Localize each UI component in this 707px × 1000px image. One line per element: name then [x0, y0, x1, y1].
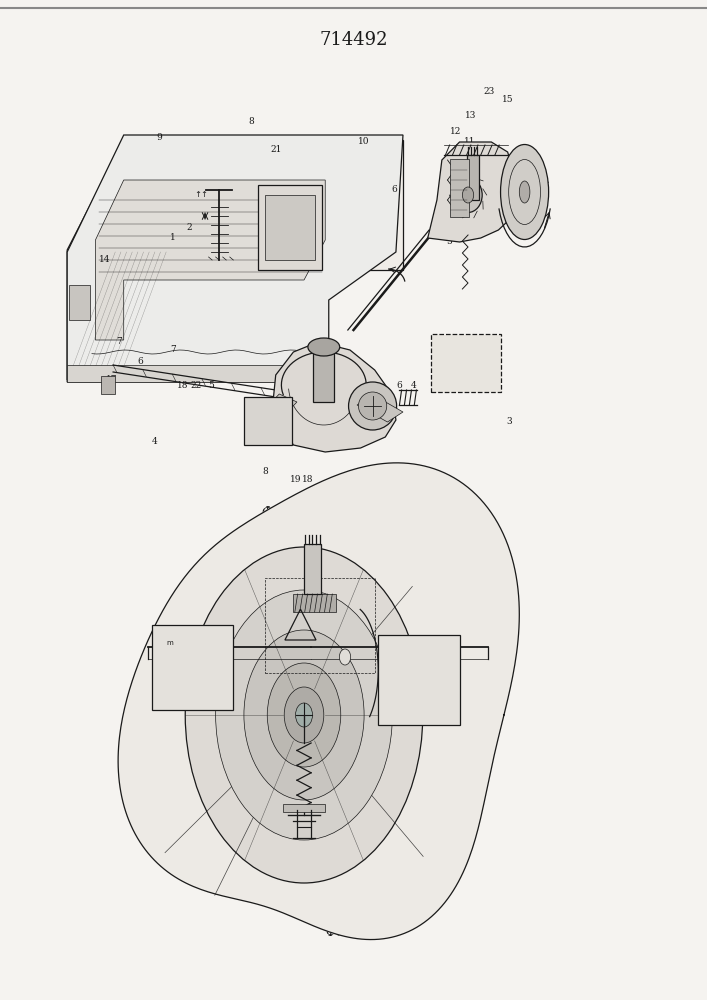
- Polygon shape: [357, 395, 403, 422]
- Text: 24: 24: [366, 482, 377, 490]
- Text: 16: 16: [523, 147, 534, 156]
- Text: Фиг. 1: Фиг. 1: [262, 506, 303, 518]
- Circle shape: [267, 663, 341, 767]
- Text: 7: 7: [116, 338, 122, 347]
- Polygon shape: [272, 342, 396, 452]
- Text: 22: 22: [191, 380, 202, 389]
- Ellipse shape: [454, 178, 482, 213]
- Circle shape: [462, 187, 474, 203]
- Polygon shape: [67, 135, 403, 382]
- Bar: [69, 285, 90, 320]
- Bar: [431, 334, 501, 392]
- Text: 12: 12: [450, 127, 462, 136]
- Bar: [467, 155, 479, 200]
- Text: 2: 2: [337, 388, 342, 397]
- Polygon shape: [118, 463, 520, 940]
- Bar: [101, 376, 115, 394]
- Text: 19: 19: [290, 476, 301, 485]
- Text: 6: 6: [392, 186, 397, 194]
- Bar: [283, 804, 325, 812]
- Polygon shape: [124, 140, 403, 270]
- Bar: [378, 635, 460, 725]
- Text: 9: 9: [156, 133, 162, 142]
- Text: Фиг. 2: Фиг. 2: [326, 926, 367, 938]
- Text: 4: 4: [151, 438, 157, 446]
- Text: 1: 1: [324, 382, 329, 391]
- Bar: [265, 578, 375, 673]
- Ellipse shape: [358, 392, 387, 420]
- Text: 7: 7: [170, 346, 176, 355]
- Text: 15: 15: [502, 96, 513, 104]
- Text: 6: 6: [259, 406, 264, 414]
- Text: 6: 6: [137, 358, 143, 366]
- Text: 13: 13: [464, 110, 476, 119]
- Bar: [450, 159, 469, 217]
- Polygon shape: [95, 180, 325, 340]
- Bar: [313, 347, 334, 402]
- Text: 8: 8: [262, 468, 268, 477]
- Text: ↑↑: ↑↑: [194, 190, 209, 199]
- Text: 2: 2: [187, 224, 192, 232]
- Text: 21: 21: [270, 145, 281, 154]
- Ellipse shape: [519, 181, 530, 203]
- Text: 7: 7: [337, 480, 342, 488]
- Bar: [304, 544, 321, 594]
- Circle shape: [216, 590, 392, 840]
- Polygon shape: [258, 185, 322, 270]
- Text: 714492: 714492: [320, 31, 387, 49]
- Text: 4: 4: [411, 380, 416, 389]
- Text: 21: 21: [346, 397, 357, 406]
- Polygon shape: [67, 140, 124, 380]
- Text: 19: 19: [297, 382, 308, 391]
- Bar: [244, 397, 292, 445]
- Text: 6: 6: [397, 380, 402, 389]
- Text: 5: 5: [208, 380, 214, 389]
- Text: 20: 20: [378, 393, 390, 402]
- Polygon shape: [67, 365, 329, 382]
- Ellipse shape: [349, 382, 397, 430]
- Text: 1: 1: [513, 223, 519, 232]
- Text: 18: 18: [302, 476, 313, 485]
- Text: m: m: [166, 640, 173, 646]
- Text: 14: 14: [99, 255, 110, 264]
- Bar: [293, 594, 336, 612]
- Text: 18: 18: [177, 380, 188, 389]
- Circle shape: [284, 687, 324, 743]
- Ellipse shape: [308, 338, 340, 356]
- Text: 3: 3: [314, 382, 320, 391]
- Text: 23: 23: [484, 88, 495, 97]
- Polygon shape: [255, 394, 297, 428]
- Text: 22: 22: [348, 482, 359, 490]
- Text: 8: 8: [248, 117, 254, 126]
- Ellipse shape: [501, 144, 549, 239]
- Text: 5: 5: [446, 237, 452, 246]
- Circle shape: [339, 649, 351, 665]
- Text: 17: 17: [106, 375, 117, 384]
- Bar: [265, 195, 315, 260]
- Circle shape: [185, 547, 423, 883]
- Text: 10: 10: [358, 137, 370, 146]
- Text: 3: 3: [506, 418, 512, 426]
- Circle shape: [296, 703, 312, 727]
- Text: 1: 1: [170, 233, 176, 242]
- Text: БРАК: БРАК: [255, 417, 281, 425]
- Text: ГОДЕН: ГОДЕН: [450, 359, 482, 367]
- Polygon shape: [428, 142, 516, 242]
- Circle shape: [244, 630, 364, 800]
- Bar: [152, 625, 233, 710]
- Text: 11: 11: [464, 137, 476, 146]
